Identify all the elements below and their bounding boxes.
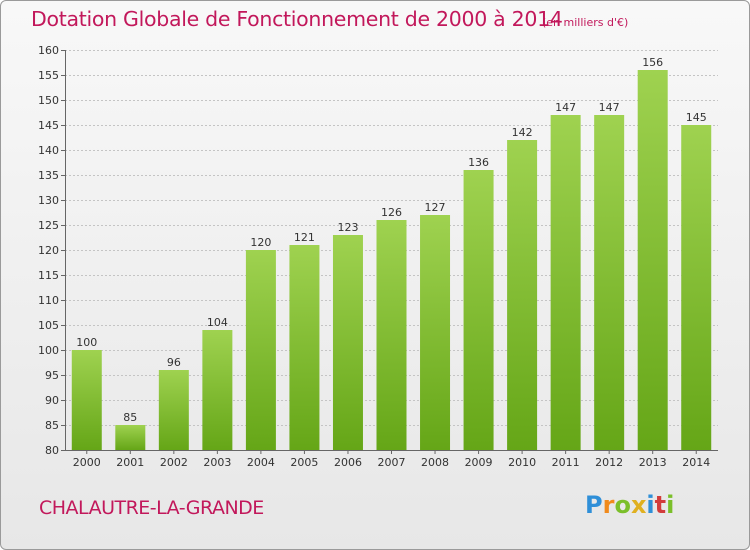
data-label: 142 [512, 126, 533, 139]
x-tick-label: 2008 [421, 456, 449, 469]
data-label: 123 [337, 221, 358, 234]
y-tick-label: 115 [38, 269, 59, 282]
bar [245, 250, 276, 450]
data-label: 96 [167, 356, 181, 369]
bar [376, 220, 407, 450]
bar [289, 245, 320, 450]
data-label: 85 [123, 411, 137, 424]
x-tick-label: 2004 [247, 456, 275, 469]
bar [202, 330, 233, 450]
logo-letter: o [614, 491, 631, 519]
logo-letter: i [666, 491, 675, 519]
bar [115, 425, 146, 450]
proxiti-logo: Proxiti [585, 491, 674, 519]
x-tick-label: 2006 [334, 456, 362, 469]
data-label: 127 [425, 201, 446, 214]
data-label: 136 [468, 156, 489, 169]
bar [332, 235, 363, 450]
y-tick-label: 130 [38, 194, 59, 207]
data-label: 147 [555, 101, 576, 114]
data-label: 145 [686, 111, 707, 124]
logo-letter: r [602, 491, 615, 519]
x-tick-label: 2002 [160, 456, 188, 469]
bar [594, 115, 625, 450]
data-labels: 100 85 96 104 120 121 123 126 127 136 142 147 147 156… [76, 56, 706, 424]
data-label: 104 [207, 316, 228, 329]
axes: 80 85 90 95 100 105 110 115 120 125 130 135 140 145 15… [38, 44, 718, 469]
y-tick-label: 150 [38, 94, 59, 107]
x-tick-label: 2012 [595, 456, 623, 469]
y-tick-label: 125 [38, 219, 59, 232]
bar [158, 370, 189, 450]
data-label: 147 [599, 101, 620, 114]
x-tick-label: 2009 [465, 456, 493, 469]
bars [71, 70, 712, 450]
data-label: 126 [381, 206, 402, 219]
bar [463, 170, 494, 450]
y-tick-label: 100 [38, 344, 59, 357]
y-tick-label: 90 [45, 394, 59, 407]
y-tick-label: 155 [38, 69, 59, 82]
chart-title: Dotation Globale de Fonctionnement de 20… [31, 7, 563, 31]
logo-letter: t [654, 491, 667, 519]
chart-subtitle: (en milliers d'€) [542, 16, 629, 29]
x-tick-label: 2001 [116, 456, 144, 469]
y-tick-label: 80 [45, 444, 59, 457]
data-label: 100 [76, 336, 97, 349]
bar [507, 140, 538, 450]
bar [420, 215, 451, 450]
y-tick-label: 85 [45, 419, 59, 432]
y-tick-label: 120 [38, 244, 59, 257]
x-tick-label: 2013 [639, 456, 667, 469]
x-tick-label: 2014 [682, 456, 710, 469]
x-tick-label: 2000 [73, 456, 101, 469]
y-tick-label: 95 [45, 369, 59, 382]
x-tick-label: 2011 [552, 456, 580, 469]
data-label: 121 [294, 231, 315, 244]
y-tick-label: 140 [38, 144, 59, 157]
y-tick-label: 135 [38, 169, 59, 182]
y-tick-label: 110 [38, 294, 59, 307]
data-label: 156 [642, 56, 663, 69]
bar [550, 115, 581, 450]
y-tick-label: 105 [38, 319, 59, 332]
logo-letter: i [646, 491, 655, 519]
commune-name: CHALAUTRE-LA-GRANDE [39, 497, 264, 519]
logo-letter: P [585, 491, 603, 519]
logo-letter: x [630, 491, 647, 519]
data-label: 120 [250, 236, 271, 249]
x-tick-label: 2005 [290, 456, 318, 469]
bar [637, 70, 668, 450]
x-tick-label: 2010 [508, 456, 536, 469]
bar [681, 125, 712, 450]
x-tick-label: 2003 [203, 456, 231, 469]
x-tick-label: 2007 [378, 456, 406, 469]
bar [71, 350, 102, 450]
y-tick-label: 145 [38, 119, 59, 132]
y-tick-label: 160 [38, 44, 59, 57]
